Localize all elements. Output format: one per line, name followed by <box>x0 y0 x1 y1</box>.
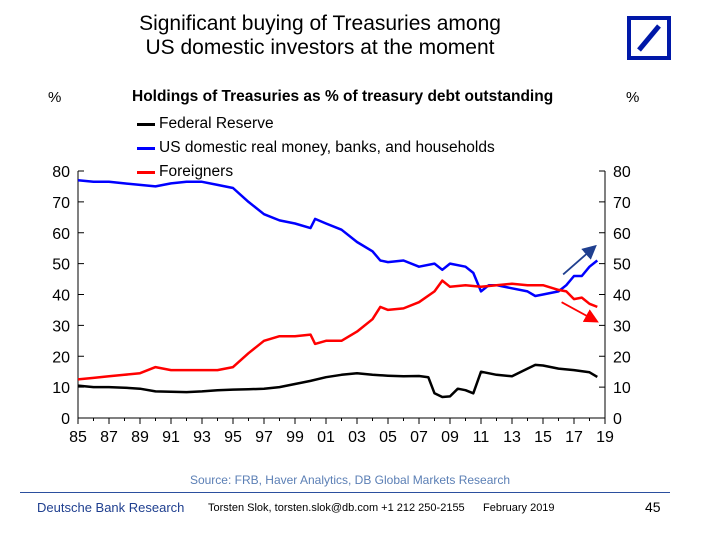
slide-title-line1: Significant buying of Treasuries among <box>139 12 501 35</box>
y-tick-label-right: 70 <box>613 195 631 212</box>
chart-title: Holdings of Treasuries as % of treasury … <box>132 88 554 105</box>
chart-series <box>77 179 599 399</box>
y-tick-label-left: 0 <box>61 411 70 428</box>
x-tick-label: 19 <box>596 429 614 446</box>
series-line-2 <box>77 279 598 381</box>
x-tick-label: 11 <box>473 429 490 446</box>
left-axis-unit: % <box>48 89 62 106</box>
y-tick-label-right: 30 <box>613 318 631 335</box>
x-tick-label: 93 <box>193 429 211 446</box>
x-tick-label: 17 <box>565 429 583 446</box>
footer-organization: Deutsche Bank Research <box>37 500 185 515</box>
x-tick-label: 89 <box>131 429 149 446</box>
slide-title: Significant buying of Treasuries among U… <box>60 12 580 60</box>
footer-date: February 2019 <box>483 502 555 514</box>
legend-label: Federal Reserve <box>159 115 274 132</box>
legend-item-foreigners: Foreigners <box>137 160 495 184</box>
legend-label: US domestic real money, banks, and house… <box>159 139 495 156</box>
y-tick-label-right: 20 <box>613 349 631 366</box>
slide-title-line2: US domestic investors at the moment <box>145 36 495 59</box>
y-tick-label-left: 10 <box>52 380 70 397</box>
x-tick-label: 13 <box>503 429 521 446</box>
x-tick-label: 05 <box>379 429 397 446</box>
y-tick-label-left: 20 <box>52 349 70 366</box>
legend-swatch-blue <box>137 146 155 150</box>
deutsche-bank-logo-icon <box>627 16 671 60</box>
y-tick-label-right: 10 <box>613 380 631 397</box>
x-tick-label: 95 <box>224 429 242 446</box>
y-tick-label-right: 60 <box>613 226 631 243</box>
y-tick-label-left: 50 <box>52 257 70 274</box>
legend-item-federal-reserve: Federal Reserve <box>137 112 495 136</box>
y-tick-label-left: 40 <box>52 288 70 305</box>
y-tick-label-right: 50 <box>613 257 631 274</box>
x-tick-label: 91 <box>162 429 180 446</box>
source-note: Source: FRB, Haver Analytics, DB Global … <box>189 473 511 487</box>
legend-item-us-domestic: US domestic real money, banks, and house… <box>137 136 495 160</box>
trend-arrow-0 <box>562 244 597 276</box>
y-tick-label-left: 30 <box>52 318 70 335</box>
y-tick-label-right: 0 <box>613 411 622 428</box>
trend-arrow-1 <box>561 301 599 323</box>
page-number: 45 <box>645 499 661 515</box>
x-tick-label: 07 <box>410 429 428 446</box>
y-tick-label-right: 40 <box>613 288 631 305</box>
legend-label: Foreigners <box>159 163 234 180</box>
x-tick-label: 99 <box>286 429 304 446</box>
y-tick-label-right: 80 <box>613 164 631 181</box>
x-tick-label: 09 <box>441 429 459 446</box>
right-axis-unit: % <box>626 89 640 106</box>
x-tick-label: 15 <box>534 429 552 446</box>
y-tick-label-left: 80 <box>52 164 70 181</box>
legend-swatch-black <box>137 122 155 126</box>
y-tick-label-left: 70 <box>52 195 70 212</box>
x-tick-label: 85 <box>69 429 87 446</box>
x-tick-label: 03 <box>348 429 366 446</box>
legend-swatch-red <box>137 170 155 174</box>
footer-divider <box>20 492 670 493</box>
series-line-0 <box>77 363 598 399</box>
y-tick-label-left: 60 <box>52 226 70 243</box>
x-tick-label: 01 <box>317 429 335 446</box>
x-tick-label: 87 <box>100 429 118 446</box>
chart-legend: Federal Reserve US domestic real money, … <box>137 112 495 184</box>
chart-annotations <box>561 244 599 323</box>
series-line-1 <box>77 179 599 298</box>
footer-author: Torsten Slok, torsten.slok@db.com +1 212… <box>208 502 465 514</box>
x-tick-label: 97 <box>255 429 273 446</box>
